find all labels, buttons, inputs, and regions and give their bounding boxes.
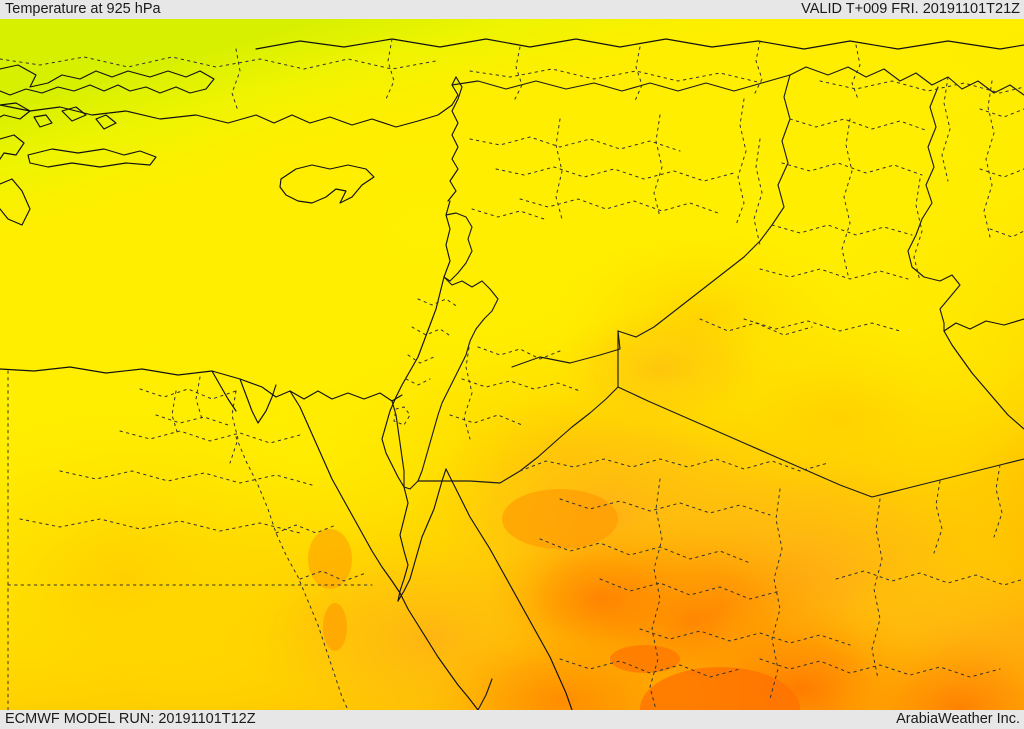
admin-boundaries [0,38,1024,710]
coastlines [0,38,1024,710]
footer-bar: ECMWF MODEL RUN: 20191101T12Z ArabiaWeat… [0,710,1024,729]
provider-label: ArabiaWeather Inc. [896,711,1020,727]
page-title: Temperature at 925 hPa [5,1,161,17]
temperature-field [0,19,1024,710]
temperature-map[interactable] [0,19,1024,710]
model-run-label: ECMWF MODEL RUN: 20191101T12Z [5,711,256,727]
country-borders [391,66,1024,710]
header-bar: Temperature at 925 hPa VALID T+009 FRI. … [0,0,1024,19]
map-raster [0,19,1024,710]
valid-time-label: VALID T+009 FRI. 20191101T21Z [801,1,1020,17]
